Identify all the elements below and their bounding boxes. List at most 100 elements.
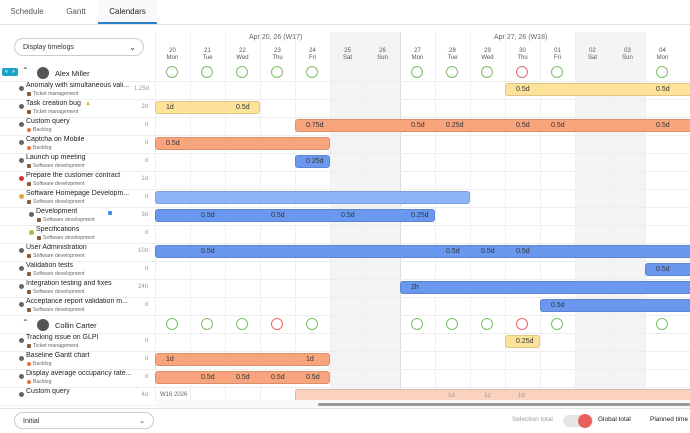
gantt-bar[interactable] <box>295 389 690 400</box>
calendar-timeline[interactable]: Apr 20, 26 (W17) Apr 27, 26 (W18) 20 Mon 2… <box>155 32 690 400</box>
task-duration: 3d <box>141 212 148 218</box>
tab-calendars[interactable]: Calendars <box>98 0 157 24</box>
day-column <box>645 32 680 400</box>
task-title[interactable]: Tracking issue on GLPI <box>26 334 99 341</box>
row-divider <box>0 135 690 136</box>
day-column <box>470 32 505 400</box>
day-number: 21 <box>204 48 211 54</box>
bar-label: 0.5d <box>516 248 530 255</box>
bottom-toolbar: Initial ⌄ Selection total Global total P… <box>0 408 690 433</box>
task-title[interactable]: Display average occupancy rate... <box>26 370 131 377</box>
gantt-bar[interactable]: 0.5d <box>155 137 330 150</box>
gantt-bar[interactable]: 1d 0.5d <box>155 101 260 114</box>
task-project: Backlog <box>33 379 52 385</box>
project-icon <box>27 164 31 168</box>
task-duration: d <box>144 122 148 128</box>
capacity-gauge-icon <box>446 318 458 330</box>
task-duration: d <box>144 356 148 362</box>
capacity-gauge-icon <box>411 66 423 78</box>
gantt-bar[interactable]: 1d 1d <box>155 353 330 366</box>
day-column <box>505 32 540 400</box>
expand-icon[interactable]: « <box>2 68 11 76</box>
display-timelogs-select[interactable]: Display timelogs ⌄ <box>14 38 144 56</box>
day-name: Mon <box>411 55 424 61</box>
horizontal-scrollbar[interactable] <box>155 400 690 408</box>
task-title[interactable]: Validation tests <box>26 262 73 269</box>
bar-label: 0.5d <box>201 212 215 219</box>
day-name: Sun <box>377 55 388 61</box>
capacity-gauge-icon <box>306 318 318 330</box>
gantt-bar[interactable]: 0.75d 0.5d 0.25d 0.5d 0.5d 0.5d <box>295 119 690 132</box>
day-number: 28 <box>449 48 456 54</box>
gantt-bar[interactable]: 0.5d 0.5d <box>505 83 690 96</box>
avatar <box>37 67 49 79</box>
task-title[interactable]: Custom query <box>26 388 70 395</box>
day-name: Sun <box>622 55 633 61</box>
bar-label: 0.25d <box>446 122 464 129</box>
bar-label: 0.5d <box>551 302 565 309</box>
gantt-bar[interactable]: 0.5d <box>645 263 690 276</box>
bar-label: 0.5d <box>551 122 565 129</box>
task-title[interactable]: Captcha on Mobile <box>26 136 85 143</box>
gantt-bar[interactable]: 0.5d <box>540 299 690 312</box>
day-number: 30 <box>519 48 526 54</box>
task-title[interactable]: Custom query <box>26 118 70 125</box>
capacity-gauge-icon <box>551 66 563 78</box>
task-project: Ticket management <box>33 343 79 349</box>
capacity-gauge-icon <box>271 66 283 78</box>
gantt-bar[interactable]: 0.25d <box>505 335 540 348</box>
day-number: 29 <box>484 48 491 54</box>
day-header: 21 Tue <box>190 48 225 62</box>
scrollbar-thumb[interactable] <box>318 403 690 406</box>
bar-label: 1d <box>306 356 314 363</box>
task-title[interactable]: Software Homepage Developm... <box>26 190 130 197</box>
task-title[interactable]: Launch up meeting <box>26 154 86 161</box>
bar-label: 0.25d <box>411 212 429 219</box>
gantt-bar[interactable]: 0.25d <box>295 155 330 168</box>
gantt-bar[interactable]: 2h <box>400 281 690 294</box>
task-title[interactable]: Baseline Gantt chart <box>26 352 90 359</box>
tab-gantt[interactable]: Gantt <box>66 7 86 16</box>
bar-label: 0.5d <box>411 122 425 129</box>
task-title[interactable]: Development <box>36 208 78 215</box>
task-title[interactable]: Anomaly with simultaneous vali... <box>26 82 130 89</box>
week-header-w18: Apr 27, 26 (W18) <box>494 34 548 41</box>
day-number: 23 <box>274 48 281 54</box>
task-title[interactable]: Prepare the customer contract <box>26 172 121 179</box>
bar-label: 0.5d <box>271 374 285 381</box>
task-title[interactable]: User Administration <box>26 244 87 251</box>
day-name: Sat <box>342 55 352 61</box>
tab-schedule[interactable]: Schedule <box>10 7 44 16</box>
task-project: Backlog <box>33 127 52 133</box>
day-header: 04 Mon <box>645 48 680 62</box>
bar-label: 0.25d <box>516 338 534 345</box>
task-title[interactable]: Acceptance report validation m... <box>26 298 128 305</box>
capacity-gauge-icon <box>516 318 528 330</box>
capacity-gauge-icon <box>656 66 668 78</box>
week-footer-label: W16 2026 <box>160 392 188 398</box>
footer-col-label: 1d <box>518 393 525 399</box>
task-title[interactable]: Task creation bug <box>26 100 81 107</box>
day-header: 01 Fri <box>540 48 575 62</box>
status-dot <box>19 140 24 145</box>
row-divider <box>0 153 690 154</box>
project-icon <box>27 308 31 312</box>
task-title[interactable]: Specifications <box>36 226 80 233</box>
row-divider <box>0 207 690 208</box>
gantt-bar[interactable]: 0.5d 0.5d 0.5d 0.5d <box>155 245 690 258</box>
task-project: Ticket management <box>33 109 79 115</box>
gantt-bar[interactable]: 0.5d 0.5d 0.5d 0.5d <box>155 371 330 384</box>
collapse-toggle-icon[interactable]: ⌃ <box>22 66 29 75</box>
total-toggle[interactable] <box>563 414 593 428</box>
collapse-icon[interactable]: » <box>9 68 18 76</box>
gantt-bar[interactable] <box>155 191 470 204</box>
day-number: 22 <box>239 48 246 54</box>
day-name: Tue <box>202 55 213 61</box>
task-title[interactable]: Integration testing and fixes <box>26 280 112 287</box>
day-column <box>540 32 575 400</box>
task-project: Software development <box>33 199 85 205</box>
gantt-bar[interactable]: 0.5d 0.5d 0.5d 0.25d <box>155 209 435 222</box>
collapse-toggle-icon[interactable]: ⌃ <box>22 318 29 327</box>
task-duration: d <box>144 194 148 200</box>
baseline-select[interactable]: Initial ⌄ <box>14 412 154 429</box>
